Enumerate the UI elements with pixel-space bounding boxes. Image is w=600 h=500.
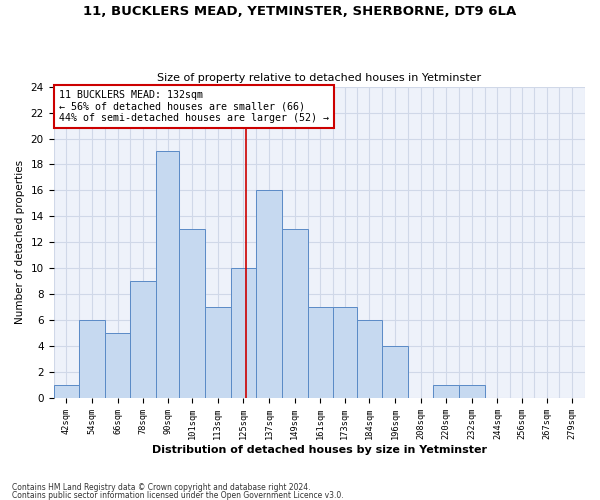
Bar — [179, 230, 205, 398]
Bar — [105, 334, 130, 398]
Bar — [230, 268, 256, 398]
Bar — [382, 346, 408, 398]
Bar — [333, 308, 356, 398]
Y-axis label: Number of detached properties: Number of detached properties — [15, 160, 25, 324]
Text: Contains public sector information licensed under the Open Government Licence v3: Contains public sector information licen… — [12, 490, 344, 500]
Bar — [156, 152, 179, 398]
X-axis label: Distribution of detached houses by size in Yetminster: Distribution of detached houses by size … — [152, 445, 487, 455]
Text: Contains HM Land Registry data © Crown copyright and database right 2024.: Contains HM Land Registry data © Crown c… — [12, 484, 311, 492]
Bar — [356, 320, 382, 398]
Bar — [282, 230, 308, 398]
Bar — [53, 385, 79, 398]
Bar — [130, 282, 156, 398]
Bar — [433, 385, 459, 398]
Bar — [459, 385, 485, 398]
Bar — [256, 190, 282, 398]
Text: 11, BUCKLERS MEAD, YETMINSTER, SHERBORNE, DT9 6LA: 11, BUCKLERS MEAD, YETMINSTER, SHERBORNE… — [83, 5, 517, 18]
Bar — [308, 308, 333, 398]
Title: Size of property relative to detached houses in Yetminster: Size of property relative to detached ho… — [157, 73, 481, 83]
Bar — [79, 320, 105, 398]
Text: 11 BUCKLERS MEAD: 132sqm
← 56% of detached houses are smaller (66)
44% of semi-d: 11 BUCKLERS MEAD: 132sqm ← 56% of detach… — [59, 90, 329, 123]
Bar — [205, 308, 230, 398]
